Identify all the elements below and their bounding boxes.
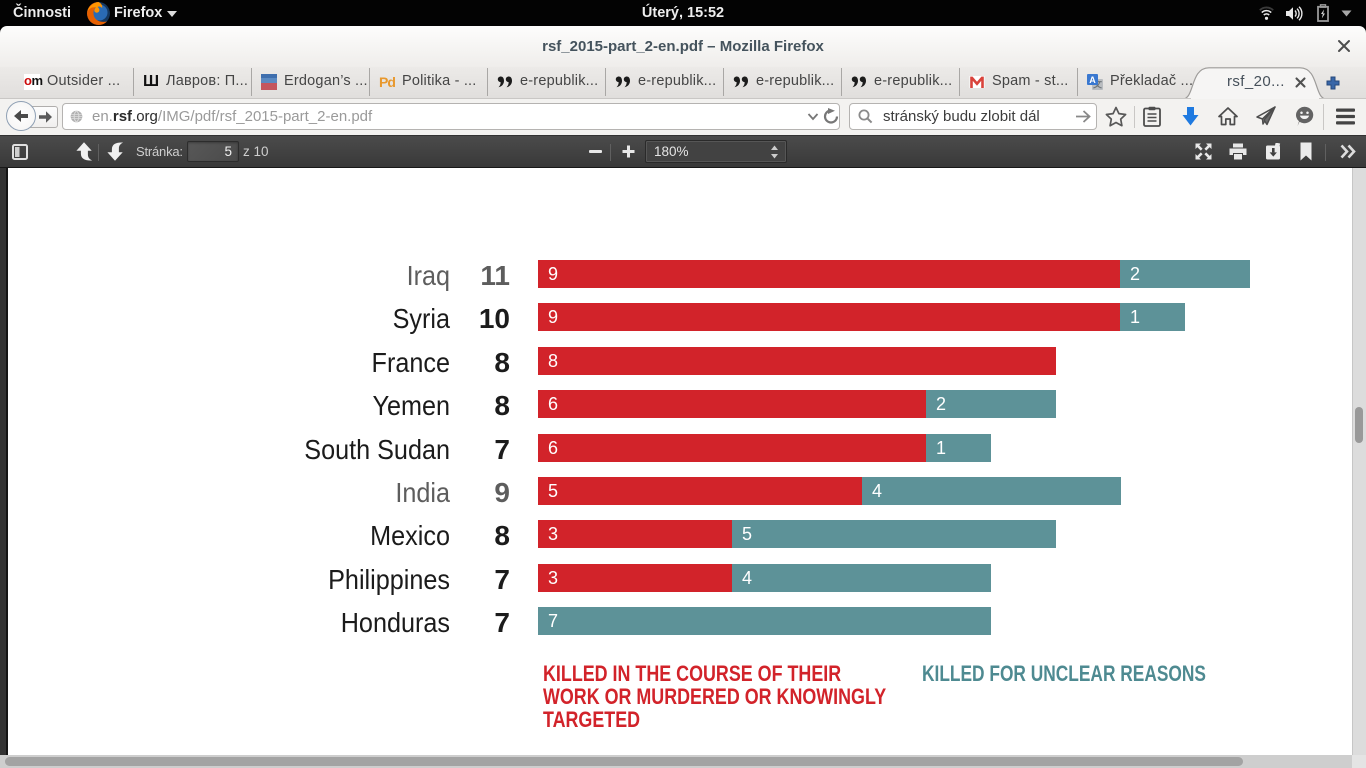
svg-text:A: A bbox=[1089, 75, 1096, 85]
